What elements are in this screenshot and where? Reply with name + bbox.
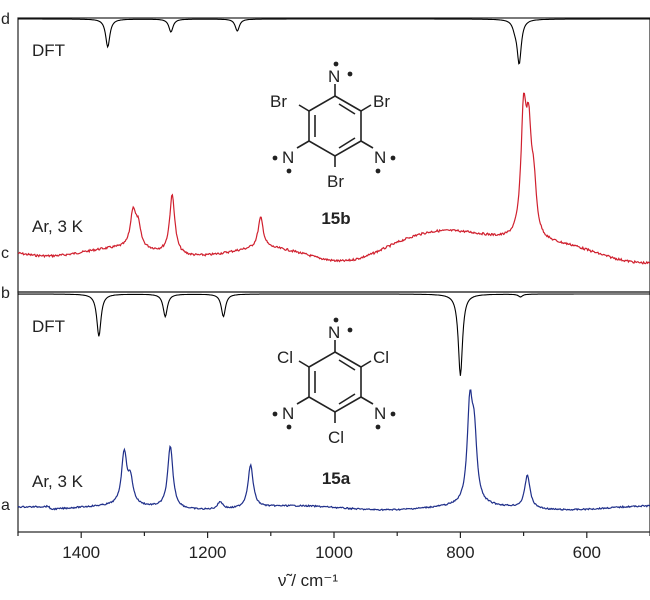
atom-halogen-top-right: Cl	[373, 348, 389, 367]
trace-label-b: DFT	[32, 317, 65, 336]
atom-halogen-top-left: Br	[270, 92, 287, 111]
atom-n-right: N	[374, 404, 386, 423]
atom-halogen-bottom: Cl	[328, 428, 344, 447]
x-tick-label: 1400	[62, 543, 100, 562]
x-axis: 1400 1200 1000 800 600	[17, 532, 650, 562]
trace-label-a: Ar, 3 K	[32, 472, 84, 491]
trace-label-d: DFT	[32, 41, 65, 60]
x-tick-label: 800	[446, 543, 474, 562]
molecule-name-15b: 15b	[321, 209, 350, 228]
trace-letter-a: a	[1, 497, 10, 514]
trace-c-ar-15b	[17, 92, 650, 265]
trace-letter-c: c	[1, 245, 9, 262]
atom-n-right: N	[374, 148, 386, 167]
atom-n-top: N	[328, 323, 340, 342]
x-tick-label: 1000	[315, 543, 353, 562]
trace-letter-b: b	[1, 285, 10, 302]
x-axis-label: ν̃ / cm⁻¹	[278, 571, 338, 590]
atom-n-top: N	[328, 67, 340, 86]
atom-halogen-top-right: Br	[373, 92, 390, 111]
structure-15b: N Br Br Br N N	[270, 61, 396, 191]
atom-n-left: N	[282, 148, 294, 167]
atom-halogen-top-left: Cl	[277, 348, 293, 367]
atom-n-left: N	[282, 404, 294, 423]
molecule-name-15a: 15a	[322, 469, 351, 488]
trace-b-dft-15a	[18, 293, 650, 376]
trace-a-ar-15a	[17, 389, 650, 512]
trace-d-dft-15b	[18, 18, 650, 65]
trace-letter-d: d	[1, 11, 10, 28]
structure-15a: N Cl Cl Cl N N	[272, 317, 396, 447]
x-tick-label: 1200	[189, 543, 227, 562]
trace-label-c: Ar, 3 K	[32, 217, 84, 236]
x-tick-label: 600	[573, 543, 601, 562]
atom-halogen-bottom: Br	[327, 172, 344, 191]
